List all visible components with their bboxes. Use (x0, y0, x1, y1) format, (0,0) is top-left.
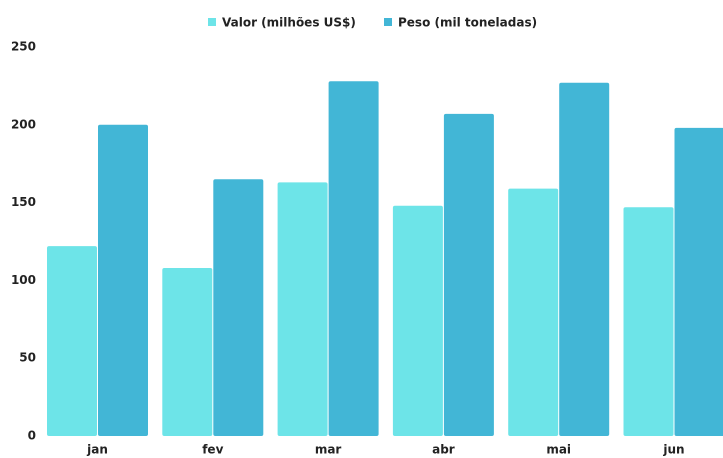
bar (213, 179, 264, 436)
x-tick-label: jan (86, 443, 108, 457)
bar (559, 82, 610, 437)
legend-label: Peso (mil toneladas) (398, 16, 537, 30)
x-tick-label: fev (202, 443, 223, 457)
x-tick-label: mar (315, 443, 342, 457)
bar (328, 81, 379, 437)
bar (508, 188, 559, 436)
x-tick-label: mai (546, 443, 571, 457)
bar (47, 246, 97, 436)
y-tick-label: 50 (19, 351, 36, 365)
bar (162, 267, 213, 436)
bar (277, 182, 328, 436)
bar (443, 113, 494, 437)
legend-label: Valor (milhões US$) (222, 16, 356, 30)
y-tick-label: 200 (11, 117, 36, 131)
y-tick-label: 250 (11, 40, 36, 54)
legend-swatch (208, 18, 216, 26)
bar (98, 124, 148, 437)
x-tick-label: abr (432, 443, 455, 457)
y-tick-label: 150 (11, 195, 36, 209)
bar (623, 207, 674, 436)
y-tick-label: 100 (11, 273, 36, 287)
y-tick-label: 0 (28, 429, 36, 443)
bar (392, 205, 443, 436)
bar (674, 127, 723, 436)
legend-swatch (384, 18, 392, 26)
x-tick-label: jun (662, 443, 684, 457)
